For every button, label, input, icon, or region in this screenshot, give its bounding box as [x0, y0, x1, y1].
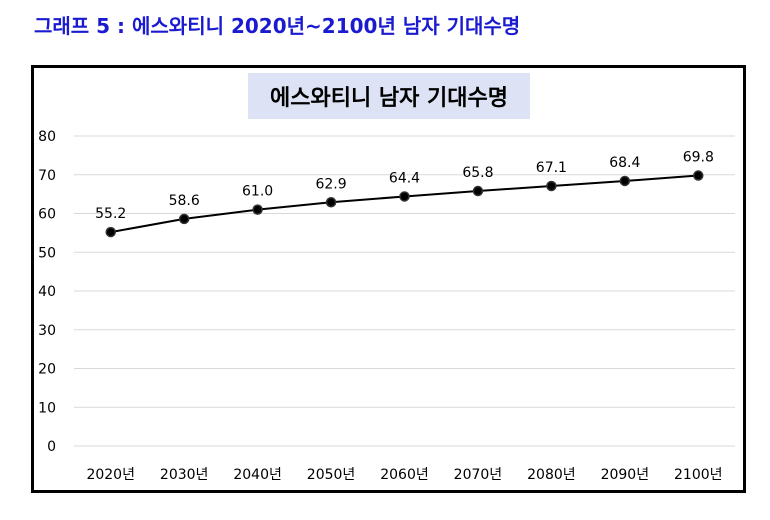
data-point: [619, 175, 631, 187]
x-tick-label: 2100년: [674, 467, 723, 483]
y-tick-label: 20: [38, 362, 56, 378]
markers: [105, 170, 704, 238]
x-axis-ticks: 2020년 2030년 2040년 2050년 2060년 2070년 2080년 2090년…: [86, 467, 722, 483]
y-tick-label: 80: [38, 129, 56, 145]
gridlines: [74, 135, 735, 447]
data-point: [546, 180, 557, 192]
y-tick-label: 70: [38, 168, 56, 184]
x-tick-label: 2070년: [454, 467, 503, 483]
y-tick-label: 50: [38, 245, 56, 261]
data-point: [105, 226, 116, 238]
x-tick-label: 2030년: [160, 467, 209, 483]
y-axis-ticks: 0 10 20 30 40 50 60 70 80: [38, 129, 56, 455]
x-tick-label: 2040년: [233, 467, 282, 483]
data-point: [325, 197, 337, 208]
data-label: 62.9: [315, 176, 346, 192]
data-point: [693, 170, 704, 181]
data-label: 67.1: [536, 160, 567, 176]
data-point: [252, 204, 263, 215]
data-label: 65.8: [462, 165, 493, 181]
data-point: [472, 185, 484, 197]
x-tick-label: 2050년: [307, 467, 356, 483]
data-label: 69.8: [683, 150, 714, 166]
data-label: 68.4: [609, 155, 640, 171]
x-tick-label: 2090년: [601, 467, 650, 483]
page-heading: 그래프 5 : 에스와티니 2020년~2100년 남자 기대수명: [34, 14, 521, 38]
data-point: [178, 213, 190, 225]
chart-title: 에스와티니 남자 기대수명: [248, 73, 530, 119]
data-label: 61.0: [242, 184, 273, 200]
x-tick-label: 2060년: [380, 467, 429, 483]
y-tick-label: 60: [38, 207, 56, 223]
data-label: 55.2: [95, 206, 126, 222]
y-tick-label: 30: [38, 323, 56, 339]
data-labels: 55.2 58.6 61.0 62.9 64.4 65.8 67.1 68.4 69.8: [95, 150, 714, 223]
x-tick-label: 2020년: [86, 467, 135, 483]
x-tick-label: 2080년: [527, 467, 576, 483]
y-tick-label: 40: [38, 284, 56, 300]
data-label: 64.4: [389, 170, 420, 186]
y-tick-label: 0: [47, 439, 56, 455]
data-label: 58.6: [169, 193, 200, 209]
y-tick-label: 10: [38, 400, 56, 416]
data-point: [399, 191, 410, 202]
